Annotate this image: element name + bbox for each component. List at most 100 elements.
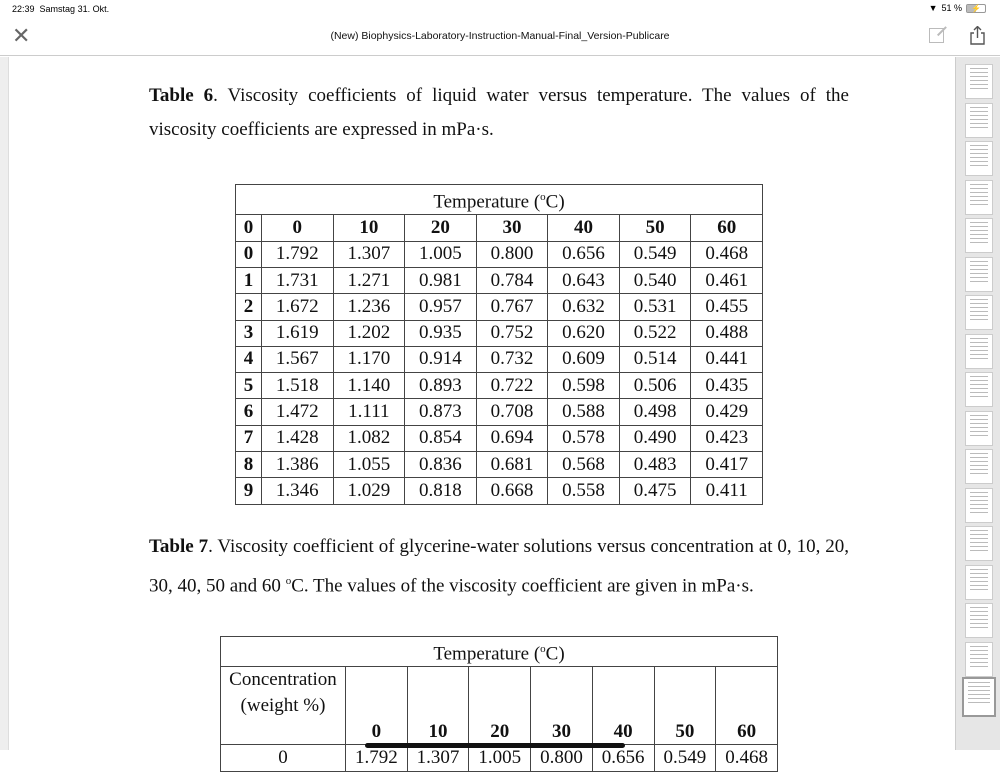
column-header: 10: [406, 666, 470, 746]
table-cell: 0.609: [547, 345, 620, 374]
table-cell: 0.540: [618, 266, 692, 295]
table-cell: 1.082: [332, 424, 406, 453]
table-cell: 0.854: [404, 424, 477, 453]
table-cell: 1.055: [332, 450, 406, 479]
page-thumbnail[interactable]: [965, 641, 993, 677]
table-cell: 1.731: [261, 266, 334, 295]
table-cell: 1.792: [345, 744, 408, 772]
page-thumbnail[interactable]: [965, 102, 993, 138]
column-header: 40: [591, 666, 655, 746]
table-row: 7 1.428 1.082 0.854 0.694 0.578 0.490 0.423: [235, 424, 763, 453]
column-header: 0: [261, 214, 334, 242]
page-thumbnail[interactable]: [965, 564, 993, 600]
table-row: 0 1.792 1.307 1.005 0.800 0.656 0.549 0.468: [235, 240, 763, 268]
page-thumbnail[interactable]: [965, 372, 993, 407]
table-cell: 0.722: [475, 372, 549, 400]
row-header: 1: [235, 266, 262, 295]
page-thumbnail[interactable]: [965, 141, 993, 176]
table-cell: 0.957: [404, 293, 477, 321]
page-gutter: [0, 57, 9, 750]
column-header: 50: [653, 666, 717, 746]
table-cell: 1.271: [332, 266, 406, 295]
table-cell: 0.488: [690, 319, 763, 347]
share-icon[interactable]: [970, 26, 985, 45]
table-cell: 1.619: [261, 319, 334, 347]
page-thumbnail[interactable]: [965, 603, 993, 638]
table-cell: 0.893: [404, 372, 477, 400]
table-cell: 0.461: [690, 266, 763, 295]
table-cell: 0.531: [618, 293, 692, 321]
markup-icon[interactable]: [929, 28, 944, 43]
table-cell: 1.029: [332, 477, 406, 505]
column-header: 40: [547, 214, 620, 242]
status-time: 22:39 Samstag 31. Okt.: [12, 4, 110, 14]
column-header: 50: [618, 214, 692, 242]
table-cell: 0.468: [690, 240, 763, 268]
page-thumbnail[interactable]: [965, 449, 993, 484]
table-cell: 0.490: [618, 424, 692, 453]
page-thumbnail[interactable]: [965, 526, 993, 561]
row-header: 5: [235, 372, 262, 400]
column-header: 0: [345, 666, 408, 746]
page-thumbnail[interactable]: [965, 218, 993, 253]
table-cell: 0.784: [475, 266, 549, 295]
table-cell: 0.643: [547, 266, 620, 295]
table-row: 4 1.567 1.170 0.914 0.732 0.609 0.514 0.441: [235, 345, 763, 374]
table-row: 9 1.346 1.029 0.818 0.668 0.558 0.475 0.411: [235, 477, 763, 505]
table-cell: 0.981: [404, 266, 477, 295]
table-cell: 0.506: [618, 372, 692, 400]
table-cell: 0.732: [475, 345, 549, 374]
table-cell: 1.386: [261, 450, 334, 479]
table-cell: 1.307: [406, 744, 470, 772]
document-title: (New) Biophysics-Laboratory-Instruction-…: [330, 30, 670, 42]
page-thumbnail[interactable]: [965, 410, 993, 446]
table-cell: 0.620: [547, 319, 620, 347]
table-row: 3 1.619 1.202 0.935 0.752 0.620 0.522 0.488: [235, 319, 763, 347]
table-cell: 0.468: [715, 744, 778, 772]
page-thumbnail[interactable]: [965, 179, 993, 215]
table-cell: 1.428: [261, 424, 334, 453]
home-indicator: [365, 743, 625, 748]
table6: Temperature (oC) 0 0 10 20 30 40 50 60 0 1.792 1.30…: [235, 183, 763, 505]
page-thumbnail[interactable]: [965, 333, 993, 369]
table-row: 0 1.792 1.307 1.005 0.800 0.656 0.549 0.468: [220, 744, 778, 772]
page-thumbnail[interactable]: [965, 256, 993, 292]
row-header: 4: [235, 345, 262, 374]
row-header: 0: [235, 240, 262, 268]
table-cell: 0.656: [547, 240, 620, 268]
page-thumbnail[interactable]: [965, 487, 993, 523]
table-cell: 0.522: [618, 319, 692, 347]
document-page: Table 6. Viscosity coefficients of liqui…: [10, 57, 955, 772]
row-header: 8: [235, 450, 262, 479]
close-icon[interactable]: ✕: [12, 23, 31, 48]
table-cell: 0.668: [475, 477, 549, 505]
table-cell: 0.549: [618, 240, 692, 268]
table-cell: 0.417: [690, 450, 763, 479]
table-cell: 0.752: [475, 319, 549, 347]
table-cell: 0.514: [618, 345, 692, 374]
row-header: 2: [235, 293, 262, 321]
table6-caption: Table 6. Viscosity coefficients of liqui…: [149, 85, 849, 140]
row-header: 3: [235, 319, 262, 347]
table-cell: 0.441: [690, 345, 763, 374]
table-row: 6 1.472 1.111 0.873 0.708 0.588 0.498 0.429: [235, 398, 763, 426]
table-row: 1 1.731 1.271 0.981 0.784 0.643 0.540 0.461: [235, 266, 763, 295]
table-cell: 1.236: [332, 293, 406, 321]
page-thumbnail[interactable]: [965, 295, 993, 330]
table-cell: 0.429: [690, 398, 763, 426]
page-thumbnails[interactable]: [955, 57, 1000, 750]
wifi-icon: ▼: [928, 3, 938, 13]
row-header: 7: [235, 424, 262, 453]
concentration-header: Concentration (weight %): [220, 666, 346, 746]
page-thumbnail[interactable]: [965, 64, 993, 99]
table-cell: 0.836: [404, 450, 477, 479]
table-cell: 0.558: [547, 477, 620, 505]
table-cell: 0.588: [547, 398, 620, 426]
battery-icon: ⚡: [966, 3, 986, 13]
table-row: 2 1.672 1.236 0.957 0.767 0.632 0.531 0.455: [235, 293, 763, 321]
page-thumbnail[interactable]: [962, 677, 996, 717]
table-cell: 0.935: [404, 319, 477, 347]
table-cell: 1.005: [404, 240, 477, 268]
table-cell: 0.423: [690, 424, 763, 453]
table-cell: 1.672: [261, 293, 334, 321]
